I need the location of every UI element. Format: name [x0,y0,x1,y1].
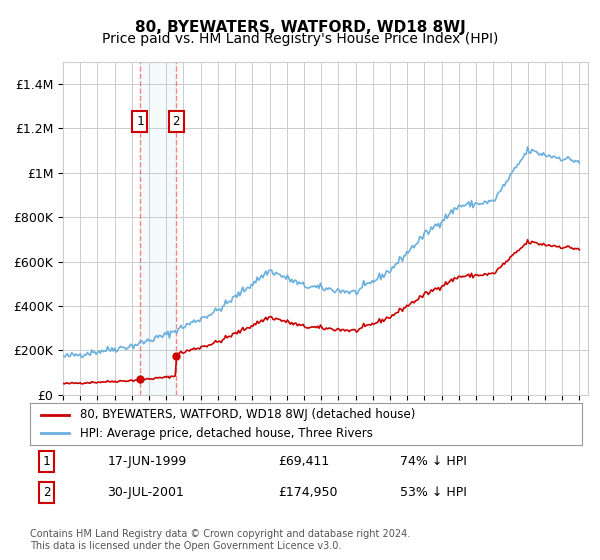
Text: 1: 1 [136,115,143,128]
Text: 2: 2 [173,115,180,128]
Text: 74% ↓ HPI: 74% ↓ HPI [400,455,467,468]
Text: Contains HM Land Registry data © Crown copyright and database right 2024.
This d: Contains HM Land Registry data © Crown c… [30,529,410,551]
Text: HPI: Average price, detached house, Three Rivers: HPI: Average price, detached house, Thre… [80,427,373,440]
Text: £174,950: £174,950 [278,486,338,499]
Text: 2: 2 [43,486,50,499]
Text: 30-JUL-2001: 30-JUL-2001 [107,486,184,499]
Bar [140,62,176,395]
Text: 80, BYEWATERS, WATFORD, WD18 8WJ: 80, BYEWATERS, WATFORD, WD18 8WJ [134,20,466,35]
Text: 53% ↓ HPI: 53% ↓ HPI [400,486,467,499]
Text: 80, BYEWATERS, WATFORD, WD18 8WJ (detached house): 80, BYEWATERS, WATFORD, WD18 8WJ (detach… [80,408,415,422]
Text: 1: 1 [43,455,50,468]
Text: £69,411: £69,411 [278,455,329,468]
Text: Price paid vs. HM Land Registry's House Price Index (HPI): Price paid vs. HM Land Registry's House … [102,32,498,46]
Text: 17-JUN-1999: 17-JUN-1999 [107,455,187,468]
